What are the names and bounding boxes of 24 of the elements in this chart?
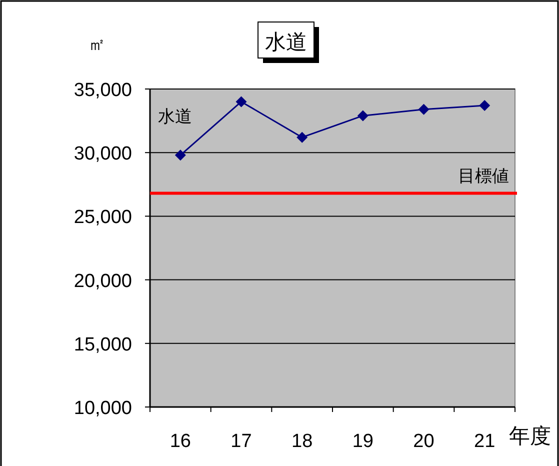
point: [174, 150, 186, 161]
y-tick-label: 35,000: [74, 80, 132, 101]
y-tick-label: 25,000: [74, 207, 132, 228]
x-tick-label: 18: [292, 431, 313, 452]
y-tick-label: 20,000: [74, 270, 132, 292]
y-tick-label: 15,000: [74, 334, 132, 356]
y-tick-label: 30,000: [74, 144, 132, 165]
title: 水道: [258, 22, 319, 63]
ref-line-label: 目標値: [458, 166, 509, 186]
x-axis-title: 年度: [509, 425, 551, 448]
x-tick-label: 17: [230, 431, 252, 452]
x-tick-label: 20: [413, 431, 434, 452]
point: [418, 104, 430, 115]
x-tick-label: 16: [170, 431, 191, 452]
x-tick-label: 19: [352, 431, 374, 452]
y-tick-label: 10,000: [74, 398, 132, 419]
series-label: 水道: [158, 107, 192, 126]
point: [236, 96, 247, 108]
chart-title: 水道: [265, 31, 307, 54]
point: [296, 132, 308, 143]
y-axis-title: ㎡: [88, 35, 106, 54]
x-tick-label: 21: [474, 431, 496, 452]
point: [479, 100, 490, 112]
point: [357, 110, 368, 122]
